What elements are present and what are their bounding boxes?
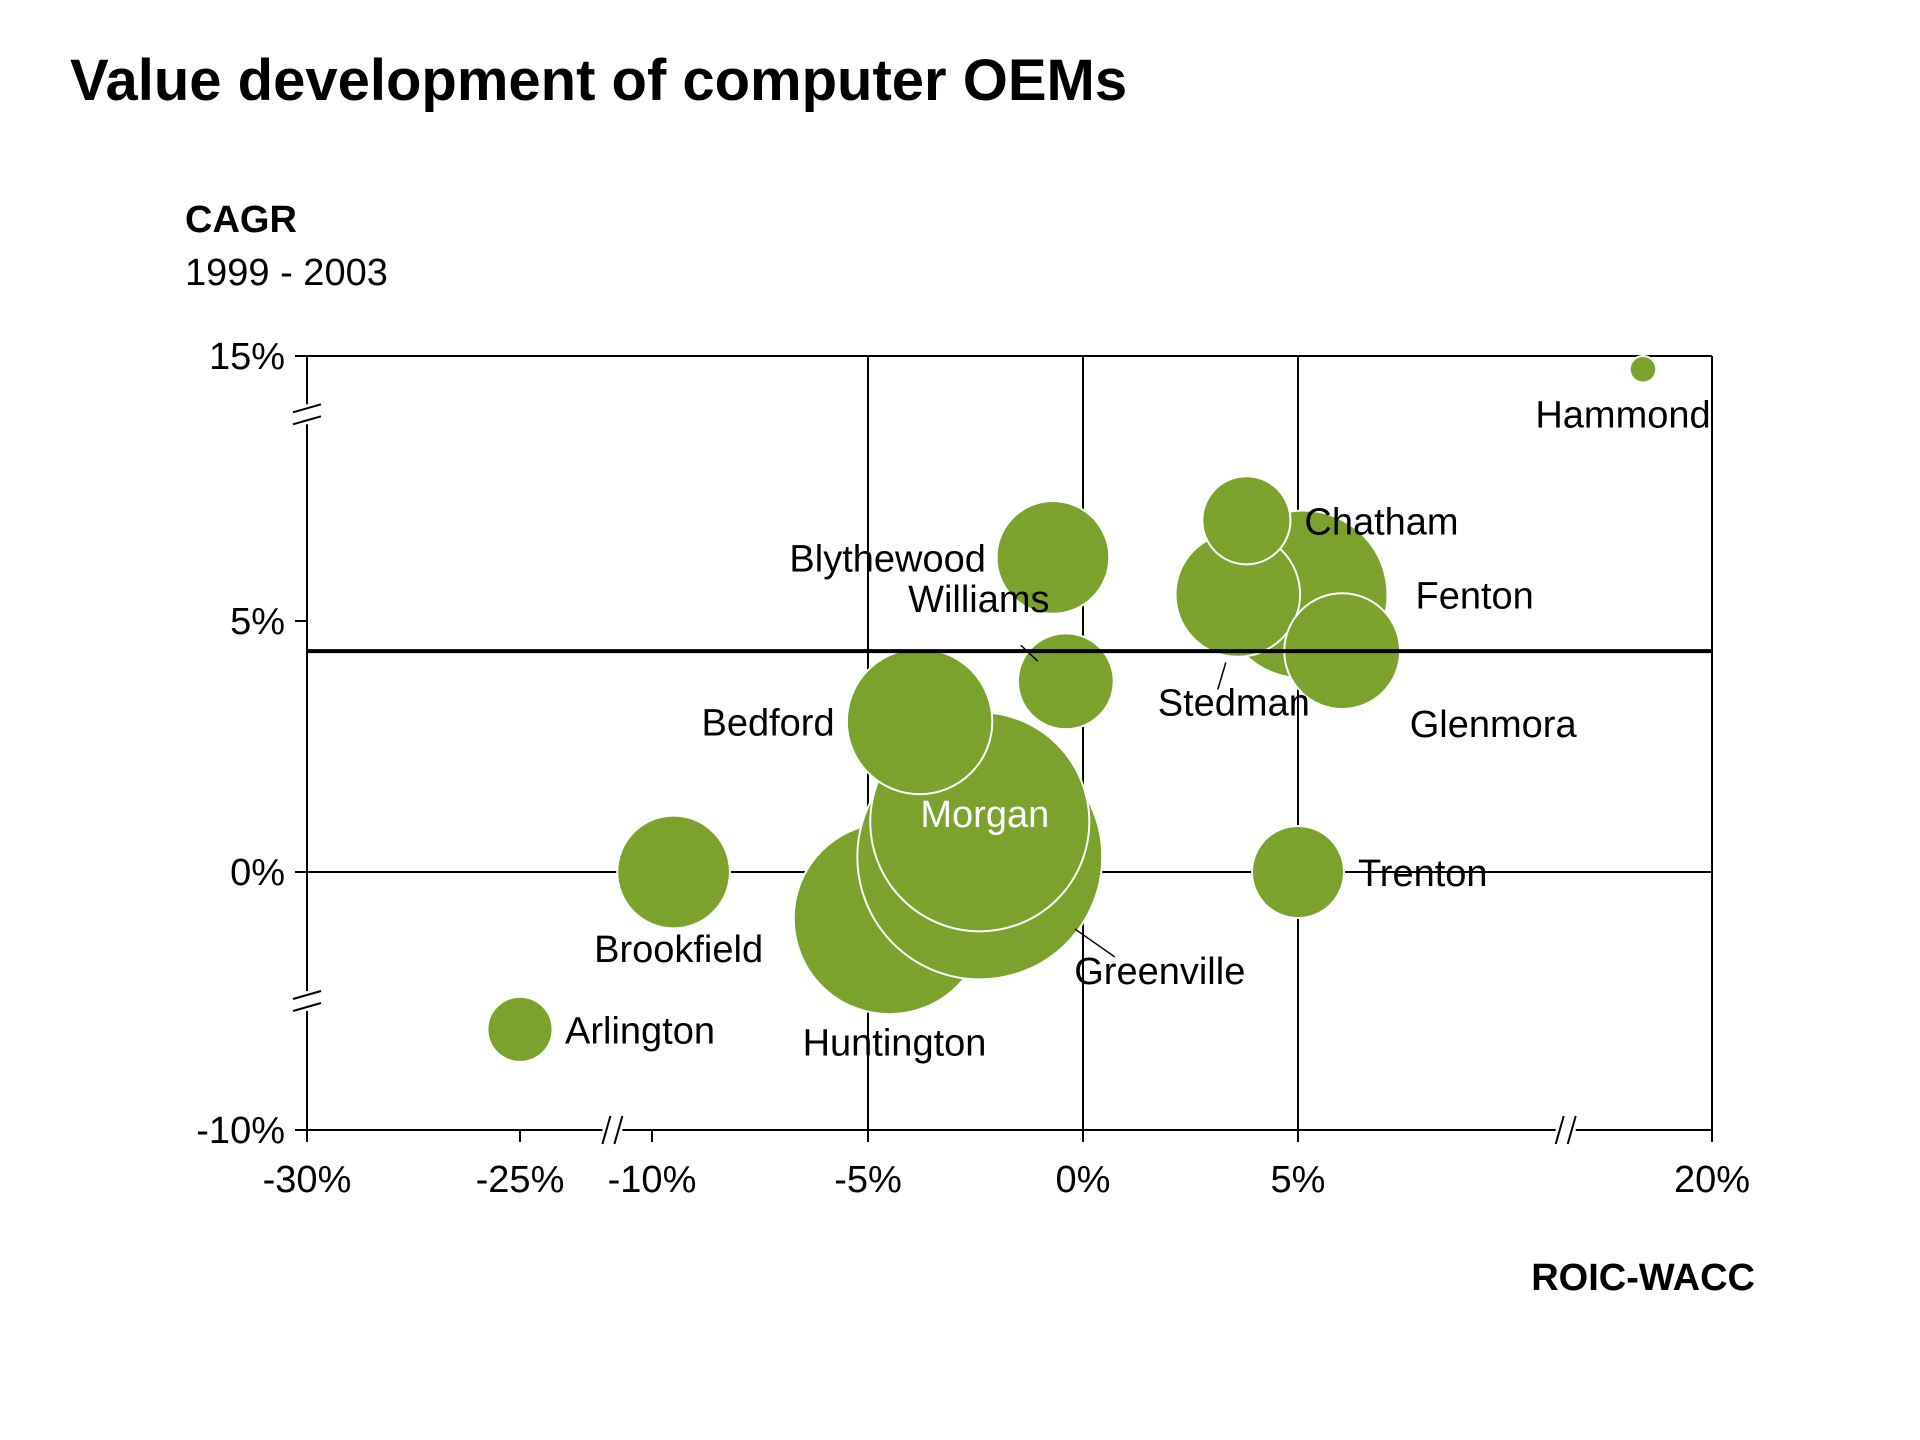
bubble-label-huntington: Huntington	[803, 1022, 987, 1064]
bubble-label-trenton: Trenton	[1358, 853, 1488, 895]
bubble-williams	[1016, 632, 1115, 731]
y-tick-label: 5%	[230, 601, 285, 643]
bubble-label-glenmora: Glenmora	[1410, 704, 1578, 746]
bubble-brookfield	[616, 814, 731, 930]
y-axis-break-mark	[292, 990, 322, 1000]
bubble-label-stedman: Stedman	[1158, 683, 1310, 725]
x-tick-label: -5%	[834, 1159, 902, 1201]
x-axis-title: ROIC-WACC	[1531, 1257, 1755, 1299]
bubble-bedford	[845, 647, 994, 796]
bubble-label-arlington: Arlington	[565, 1010, 715, 1052]
y-tick-label: 0%	[230, 852, 285, 894]
bubble-label-blythewood: Blythewood	[789, 538, 985, 580]
bubble-trenton	[1250, 824, 1346, 920]
bubble-label-hammond: Hammond	[1535, 394, 1710, 436]
chart-title: Value development of computer OEMs	[70, 48, 1127, 113]
x-tick-label: -25%	[476, 1159, 565, 1201]
y-axis-break-mark	[292, 403, 322, 414]
bubble-label-morgan: Morgan	[920, 794, 1049, 836]
x-tick-label: -30%	[263, 1159, 352, 1201]
y-axis-subtitle: 1999 - 2003	[185, 252, 388, 294]
bubble-arlington	[486, 995, 554, 1063]
bubble-label-chatham: Chatham	[1304, 501, 1458, 543]
x-axis-break-mark	[1554, 1115, 1565, 1145]
y-axis-title: CAGR	[185, 199, 297, 241]
bubble-label-bedford: Bedford	[702, 702, 835, 744]
y-tick-label: -10%	[196, 1110, 285, 1152]
x-axis-break-mark	[601, 1115, 612, 1145]
bubble-label-greenville: Greenville	[1074, 951, 1245, 993]
bubble-blythewood	[995, 500, 1111, 615]
y-axis-break-mark	[292, 415, 322, 426]
bubble-label-williams: Williams	[908, 579, 1049, 621]
leader-line	[1217, 662, 1227, 690]
bubble-chatham	[1201, 475, 1292, 566]
x-axis-break-mark	[1566, 1115, 1577, 1145]
bubble-hammond	[1628, 354, 1658, 384]
bubble-label-fenton: Fenton	[1416, 576, 1534, 618]
bubble-label-brookfield: Brookfield	[594, 929, 763, 971]
x-axis-break-mark	[613, 1115, 624, 1145]
y-tick-label: 15%	[209, 336, 285, 378]
leader-line	[1020, 644, 1039, 662]
x-tick-label: -10%	[608, 1159, 697, 1201]
x-tick-label: 20%	[1674, 1159, 1750, 1201]
y-axis-break-mark	[292, 1002, 322, 1012]
plot-area: 15% 5% 0% -10% -30% -25% -10% -5% 0% 5% 20% Arlingt…	[196, 336, 1750, 1201]
x-tick-label: 0%	[1056, 1159, 1111, 1201]
x-tick-label: 5%	[1271, 1159, 1326, 1201]
leader-line	[1074, 928, 1116, 958]
